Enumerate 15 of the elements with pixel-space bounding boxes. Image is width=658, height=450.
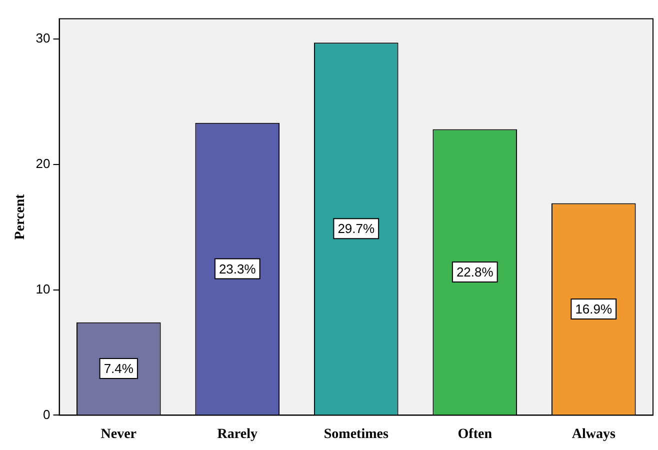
y-axis-title: Percent — [13, 194, 28, 240]
data-label: 16.9% — [575, 302, 612, 317]
y-tick-label: 0 — [43, 406, 50, 422]
data-label: 23.3% — [218, 261, 256, 276]
y-tick-label: 20 — [36, 156, 50, 171]
x-tick-label: Often — [458, 427, 492, 442]
data-label: 7.4% — [104, 361, 134, 376]
x-tick-label: Always — [572, 427, 616, 442]
data-label: 22.8% — [456, 264, 494, 280]
y-tick-label: 30 — [36, 30, 50, 46]
x-tick-label: Rarely — [217, 427, 258, 442]
y-tick-label: 10 — [36, 281, 50, 296]
x-tick-label: Never — [100, 427, 137, 442]
data-label: 29.7% — [338, 221, 375, 236]
x-tick-label: Sometimes — [324, 427, 389, 442]
